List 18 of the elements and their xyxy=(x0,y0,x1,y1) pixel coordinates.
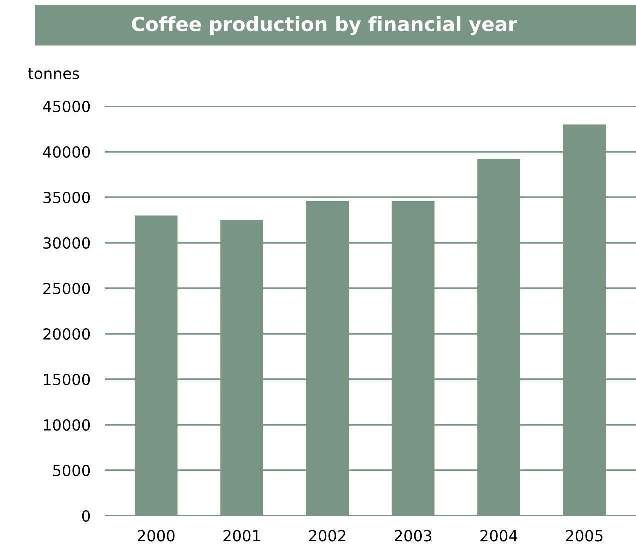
y-axis-title: tonnes xyxy=(28,68,80,80)
chart-title: Coffee production by financial year xyxy=(132,16,518,36)
x-tick-label: 2000 xyxy=(138,530,175,542)
x-tick-label: 2002 xyxy=(309,530,346,542)
y-tick-label: 5000 xyxy=(53,464,90,477)
y-tick-label: 30000 xyxy=(44,237,90,250)
y-tick-label: 45000 xyxy=(43,100,90,113)
y-tick-label: 10000 xyxy=(44,419,90,432)
x-tick-label: 2005 xyxy=(566,530,603,542)
y-tick-label: 20000 xyxy=(44,328,90,340)
x-tick-label: 2003 xyxy=(395,530,432,542)
y-tick-label: 40000 xyxy=(43,146,90,158)
y-tick-label: 15000 xyxy=(44,374,90,386)
y-tick-label: 0 xyxy=(82,510,90,522)
y-tick-label: 35000 xyxy=(44,192,90,204)
y-tick-label: 25000 xyxy=(44,282,90,295)
x-tick-label: 2004 xyxy=(480,530,518,542)
x-tick-label: 2001 xyxy=(224,530,260,542)
